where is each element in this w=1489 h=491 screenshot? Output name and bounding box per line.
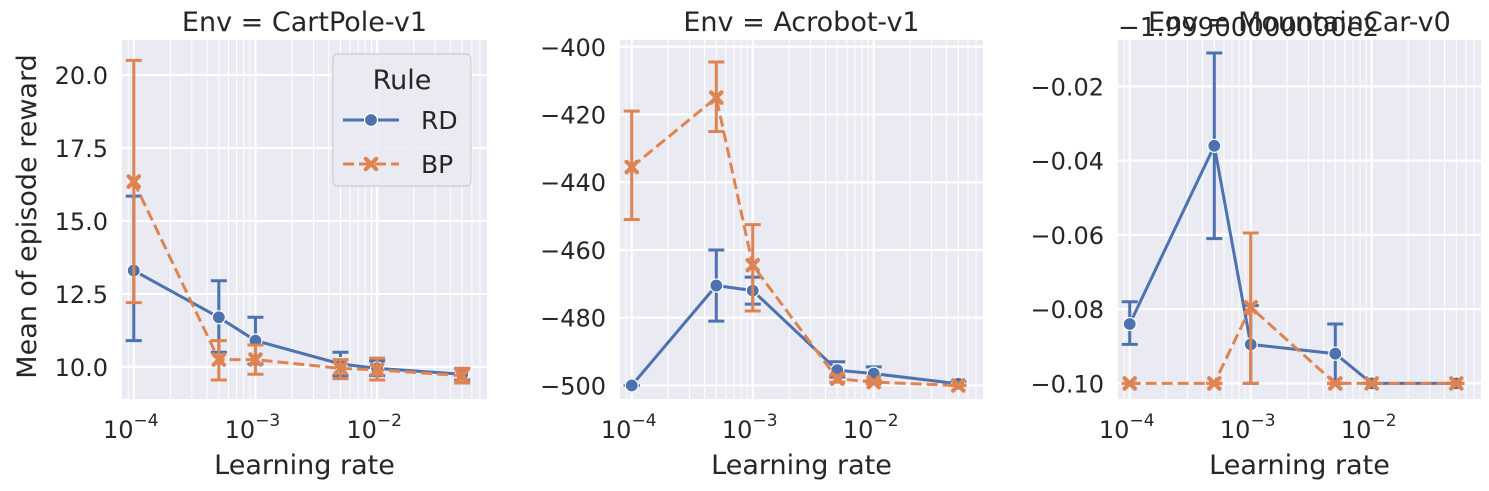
y-tick-label: −440 [540,169,606,197]
y-axis-label: Mean of episode reward [12,54,43,378]
x-axis-label: Learning rate [214,450,395,481]
data-point [333,361,348,376]
y-tick-label: 20.0 [55,62,108,90]
x-axis-label: Learning rate [1209,450,1390,481]
minor-gridlines [127,40,481,399]
data-point [709,90,724,105]
y-tick-label: −460 [540,237,606,265]
x-tick-label: 10−4 [601,411,657,444]
y-tick-label: 17.5 [55,135,108,163]
data-point [951,378,966,393]
y-tick-label: −400 [540,34,606,62]
series-BP [125,58,471,385]
data-point [1122,316,1137,332]
data-point [1328,346,1343,361]
data-point [1449,376,1464,391]
data-point [866,374,882,390]
legend-marker-RD [363,112,379,128]
x-tick-label: 10−3 [225,411,281,444]
y-tick-label: 10.0 [55,354,108,382]
x-tick-exponent: −3 [255,411,280,431]
data-point [709,278,724,293]
x-tick-exponent: −4 [1129,411,1154,431]
series-line [1129,304,1457,385]
x-tick-base: 10 [722,416,753,444]
series-BP [623,60,967,393]
y-tick-label: −500 [540,372,606,400]
data-point [1207,138,1222,153]
subplot-title: Env = Acrobot-v1 [683,7,919,38]
data-point [1207,376,1222,391]
data-point [745,257,761,273]
x-tick-exponent: −2 [377,411,402,431]
y-tick-label: 12.5 [55,281,108,309]
data-point [830,371,845,386]
y-tick-label: 15.0 [55,208,108,236]
data-point [211,352,227,367]
legend: Rule RD BP [332,53,472,187]
y-offset-text: −1.99900000000e2 [1118,13,1379,43]
y-tick-label: −0.02 [1030,73,1104,101]
x-tick-label: 10−4 [1099,411,1155,444]
subplot-3: 10−4 10−3 10−2−0.10−0.08−0.06−0.04−0.02Env… [1030,7,1481,481]
series-BP [1121,231,1465,391]
x-tick-base: 10 [1341,416,1372,444]
x-tick-label: 10−2 [346,411,402,444]
x-tick-base: 10 [103,416,134,444]
y-tick-label: −420 [540,102,606,130]
data-point [1328,376,1343,391]
x-tick-label: 10−3 [722,411,778,444]
data-point [624,159,640,175]
x-tick-base: 10 [346,416,377,444]
data-point [211,310,226,325]
x-tick-base: 10 [1099,416,1130,444]
x-tick-exponent: −3 [1250,411,1275,431]
plot-area [620,40,983,399]
y-tick-label: −480 [540,305,606,333]
series-line [132,180,463,378]
plot-area [1118,40,1481,399]
legend-title: Rule [373,65,432,96]
x-tick-exponent: −4 [134,411,159,431]
series-line [630,94,959,387]
x-tick-base: 10 [225,416,256,444]
data-point [1122,376,1138,391]
x-tick-label: 10−4 [103,411,159,444]
x-tick-exponent: −4 [631,411,656,431]
data-point [126,174,142,189]
data-point [1364,376,1380,391]
x-tick-label: 10−2 [843,411,899,444]
series-line [1128,140,1457,385]
data-point [369,362,385,378]
legend-label-BP: BP [421,150,453,179]
y-tick-label: −0.08 [1030,296,1104,324]
y-tick-label: −0.10 [1030,370,1104,398]
series-line [630,283,959,387]
legend-marker-BP [363,156,379,172]
x-tick-exponent: −2 [873,411,898,431]
x-tick-base: 10 [601,416,632,444]
data-point [624,378,639,393]
x-tick-exponent: −3 [752,411,777,431]
x-tick-label: 10−3 [1220,411,1276,444]
data-point [248,352,263,367]
x-tick-base: 10 [1220,416,1251,444]
x-axis-label: Learning rate [711,450,892,481]
x-tick-base: 10 [843,416,874,444]
data-point [1243,300,1259,315]
y-tick-label: −0.04 [1030,148,1104,176]
y-tick-label: −0.06 [1030,222,1104,250]
legend-label-RD: RD [421,106,458,135]
legend-frame [332,53,472,187]
data-point [454,368,470,383]
x-tick-exponent: −2 [1371,411,1396,431]
x-tick-label: 10−2 [1341,411,1397,444]
subplot-title: Env = MountainCar-v0 [1148,7,1451,38]
subplot-2: 10−4 10−3 10−2−500−480−460−440−420−400Env … [540,7,983,481]
subplot-title: Env = CartPole-v1 [182,7,427,38]
